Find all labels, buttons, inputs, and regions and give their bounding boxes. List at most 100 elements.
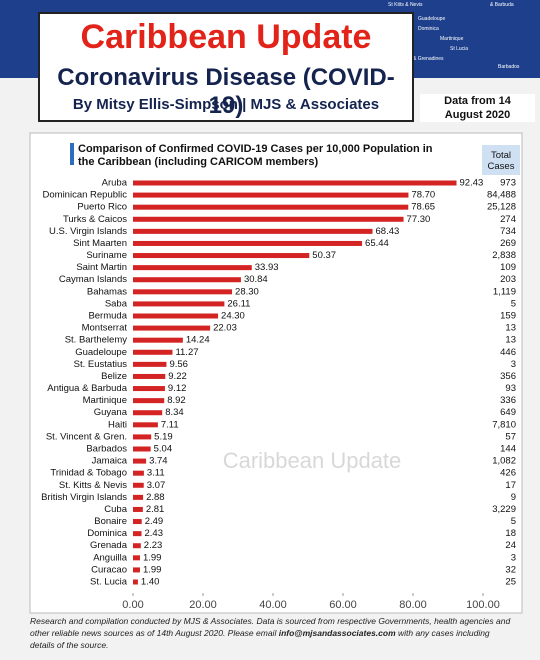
value-label: 9.56 bbox=[169, 359, 188, 370]
total-cases: 203 bbox=[500, 274, 516, 285]
footer-text: Research and compilation conducted by MJ… bbox=[30, 616, 511, 638]
value-label: 9.22 bbox=[168, 371, 187, 382]
value-label: 2.23 bbox=[144, 540, 163, 551]
footer-email: info@mjsandassociates.com bbox=[278, 628, 396, 638]
total-cases: 734 bbox=[500, 226, 516, 237]
bar bbox=[133, 579, 138, 585]
total-header: Total Cases bbox=[488, 150, 515, 172]
total-cases: 5 bbox=[511, 516, 516, 527]
y-tick-label: Bahamas bbox=[87, 286, 127, 297]
value-label: 2.49 bbox=[145, 516, 164, 527]
value-label: 5.19 bbox=[154, 431, 173, 442]
map-label: St Kitts & Nevis bbox=[388, 2, 423, 8]
y-tick-label: St. Eustatius bbox=[74, 359, 128, 370]
y-tick-label: Bermuda bbox=[88, 311, 127, 322]
y-tick-label: Bonaire bbox=[94, 516, 127, 527]
bar bbox=[133, 506, 143, 512]
value-label: 1.99 bbox=[143, 552, 162, 563]
value-label: 1.40 bbox=[141, 577, 160, 588]
bar bbox=[133, 458, 147, 464]
total-cases: 93 bbox=[505, 383, 516, 394]
total-cases: 25 bbox=[505, 577, 516, 588]
map-label: Vincent & Grenadines bbox=[395, 56, 444, 62]
value-label: 33.93 bbox=[255, 262, 279, 273]
y-tick-label: St. Barthelemy bbox=[65, 335, 128, 346]
bar bbox=[133, 277, 241, 283]
total-cases: 159 bbox=[500, 311, 516, 322]
y-tick-label: Belize bbox=[101, 371, 127, 382]
date-line: August 2020 bbox=[444, 109, 511, 121]
y-tick-label: Aruba bbox=[102, 178, 128, 189]
y-tick-label: Dominican Republic bbox=[43, 190, 128, 201]
bar bbox=[133, 373, 166, 379]
total-header-bg bbox=[482, 145, 520, 175]
value-label: 11.27 bbox=[175, 347, 198, 358]
total-cases: 3 bbox=[511, 359, 516, 370]
value-label: 1.99 bbox=[143, 564, 162, 575]
total-cases: 446 bbox=[500, 347, 516, 358]
y-tick-label: Haiti bbox=[108, 419, 127, 430]
value-label: 2.43 bbox=[145, 528, 164, 539]
bar bbox=[133, 567, 140, 573]
bar bbox=[133, 361, 167, 367]
bar bbox=[133, 325, 211, 331]
y-tick-label: Curacao bbox=[91, 564, 127, 575]
map-label: & Barbuda bbox=[490, 2, 514, 8]
y-tick-label: St. Kitts & Nevis bbox=[59, 480, 127, 491]
value-label: 24.30 bbox=[221, 311, 245, 322]
total-cases: 3,229 bbox=[492, 504, 516, 515]
map-label: Dominica bbox=[418, 26, 439, 32]
total-cases: 336 bbox=[500, 395, 516, 406]
y-tick-label: Saint Martin bbox=[76, 262, 127, 273]
bar bbox=[133, 482, 144, 488]
bar bbox=[133, 398, 165, 404]
total-cases: 25,128 bbox=[487, 202, 516, 213]
map-label: Guadeloupe bbox=[418, 16, 446, 22]
watermark: Caribbean Update bbox=[223, 448, 402, 473]
date-line: Data from 14 bbox=[444, 95, 511, 107]
header-line: Cases bbox=[488, 161, 515, 172]
value-label: 92.43 bbox=[460, 178, 484, 189]
y-tick-label: Anguilla bbox=[93, 552, 128, 563]
map-label: Martinique bbox=[440, 36, 464, 42]
y-tick-label: Cuba bbox=[104, 504, 127, 515]
x-tick-label: 40.00 bbox=[259, 599, 287, 611]
y-tick-label: St. Lucia bbox=[90, 577, 128, 588]
value-label: 22.03 bbox=[213, 323, 237, 334]
date-box: Data from 14 August 2020 bbox=[420, 94, 535, 122]
total-cases: 144 bbox=[500, 444, 516, 455]
total-cases: 426 bbox=[500, 468, 516, 479]
value-label: 78.70 bbox=[411, 190, 435, 201]
footer: Research and compilation conducted by MJ… bbox=[30, 615, 515, 651]
header-line: Total bbox=[491, 150, 511, 161]
total-cases: 57 bbox=[505, 431, 516, 442]
x-tick-label: 80.00 bbox=[399, 599, 427, 611]
total-cases: 269 bbox=[500, 238, 516, 249]
value-label: 50.37 bbox=[312, 250, 336, 261]
value-label: 2.88 bbox=[146, 492, 165, 503]
value-label: 77.30 bbox=[407, 214, 431, 225]
bar bbox=[133, 434, 152, 440]
bar bbox=[133, 192, 409, 198]
header-box: Caribbean Update Coronavirus Disease (CO… bbox=[38, 12, 414, 122]
total-cases: 1,119 bbox=[493, 286, 516, 297]
bar bbox=[133, 446, 151, 452]
bar bbox=[133, 422, 158, 428]
total-cases: 2,838 bbox=[492, 250, 516, 261]
total-cases: 274 bbox=[500, 214, 516, 225]
title-accent bbox=[70, 143, 74, 165]
total-cases: 18 bbox=[505, 528, 516, 539]
total-cases: 356 bbox=[500, 371, 516, 382]
value-label: 3.07 bbox=[147, 480, 166, 491]
value-label: 5.04 bbox=[154, 444, 173, 455]
value-label: 3.74 bbox=[149, 456, 168, 467]
value-label: 8.92 bbox=[167, 395, 186, 406]
bar bbox=[133, 228, 373, 234]
brand: Caribbean Update bbox=[80, 18, 372, 56]
total-cases: 17 bbox=[505, 480, 516, 491]
total-cases: 7,810 bbox=[492, 419, 516, 430]
y-tick-label: British Virgin Islands bbox=[41, 492, 127, 503]
bar bbox=[133, 519, 142, 525]
value-label: 28.30 bbox=[235, 286, 259, 297]
